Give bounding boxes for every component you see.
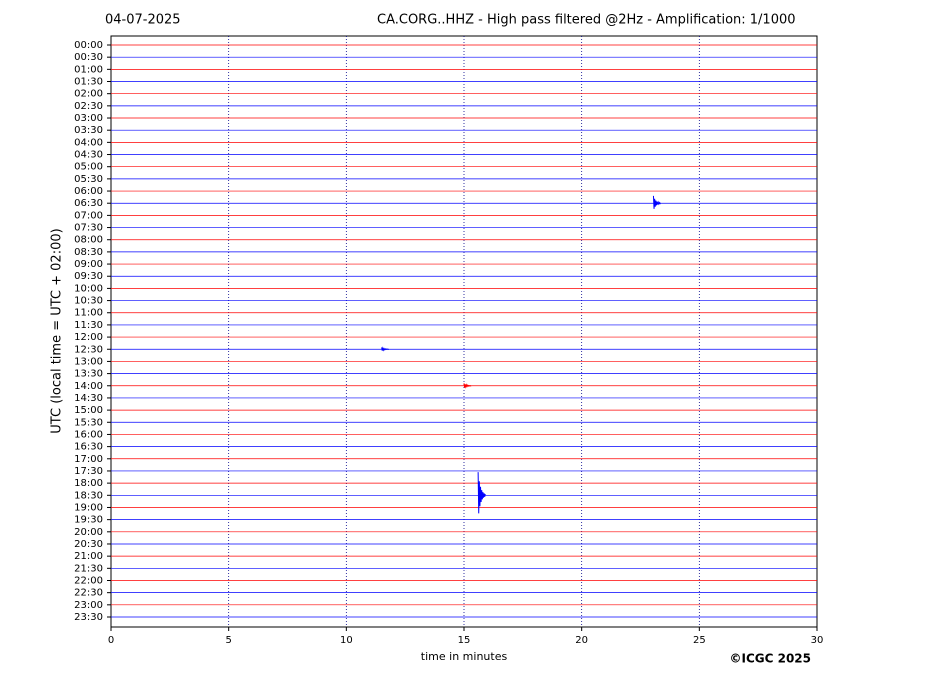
y-tick-label: 21:00 [74, 551, 103, 562]
y-tick-label: 01:00 [74, 64, 103, 75]
y-tick-label: 03:30 [74, 125, 103, 136]
y-tick-label: 18:30 [74, 490, 103, 501]
y-tick-label: 05:30 [74, 174, 103, 185]
y-tick-label: 04:30 [74, 150, 103, 161]
y-tick-label: 16:00 [74, 429, 103, 440]
y-tick-label: 08:30 [74, 247, 103, 258]
y-axis-label: UTC (local time = UTC + 02:00) [50, 228, 65, 433]
y-tick-label: 10:30 [74, 296, 103, 307]
date: 04-07-2025 [105, 13, 181, 28]
event [477, 472, 486, 514]
y-tick-label: 20:30 [74, 539, 103, 550]
y-tick-label: 12:00 [74, 332, 103, 343]
y-tick-label: 01:30 [74, 77, 103, 88]
x-tick-label: 15 [458, 635, 471, 646]
x-tick-label: 10 [340, 635, 353, 646]
y-tick-label: 15:30 [74, 417, 103, 428]
y-tick-label: 23:30 [74, 612, 103, 623]
y-tick-label: 06:00 [74, 186, 103, 197]
y-tick-label: 03:00 [74, 113, 103, 124]
y-tick-label: 02:30 [74, 101, 103, 112]
chart-title: CA.CORG..HHZ - High pass filtered @2Hz -… [377, 13, 796, 28]
y-tick-label: 20:00 [74, 527, 103, 538]
x-tick-label: 25 [693, 635, 706, 646]
y-tick-label: 00:00 [74, 40, 103, 51]
y-tick-label: 05:00 [74, 162, 103, 173]
y-tick-label: 22:00 [74, 575, 103, 586]
y-tick-label: 18:00 [74, 478, 103, 489]
y-tick-label: 17:30 [74, 466, 103, 477]
y-tick-label: 22:30 [74, 588, 103, 599]
y-tick-label: 02:00 [74, 89, 103, 100]
y-tick-label: 10:00 [74, 283, 103, 294]
y-tick-label: 13:30 [74, 369, 103, 380]
y-tick-label: 14:30 [74, 393, 103, 404]
y-tick-label: 21:30 [74, 563, 103, 574]
y-tick-label: 15:00 [74, 405, 103, 416]
y-tick-label: 06:30 [74, 198, 103, 209]
y-tick-label: 23:00 [74, 600, 103, 611]
y-tick-label: 14:00 [74, 381, 103, 392]
y-tick-label: 09:30 [74, 271, 103, 282]
y-tick-label: 04:00 [74, 137, 103, 148]
y-tick-label: 16:30 [74, 442, 103, 453]
y-tick-label: 07:00 [74, 210, 103, 221]
y-tick-label: 19:00 [74, 502, 103, 513]
y-tick-label: 19:30 [74, 515, 103, 526]
x-tick-label: 0 [108, 635, 114, 646]
y-tick-label: 08:00 [74, 235, 103, 246]
x-tick-label: 20 [575, 635, 588, 646]
event [652, 195, 662, 209]
credit: ©ICGC 2025 [729, 652, 811, 666]
y-tick-label: 17:00 [74, 454, 103, 465]
y-tick-label: 07:30 [74, 223, 103, 234]
y-tick-label: 11:30 [74, 320, 103, 331]
plot-frame [110, 35, 818, 628]
y-tick-label: 13:00 [74, 356, 103, 367]
y-tick-label: 09:00 [74, 259, 103, 270]
x-tick-label: 5 [225, 635, 231, 646]
y-tick-label: 11:00 [74, 308, 103, 319]
y-tick-label: 12:30 [74, 344, 103, 355]
event [381, 346, 389, 352]
x-tick-label: 30 [811, 635, 824, 646]
event [463, 383, 472, 389]
y-tick-label: 00:30 [74, 52, 103, 63]
x-axis-label: time in minutes [421, 650, 508, 663]
